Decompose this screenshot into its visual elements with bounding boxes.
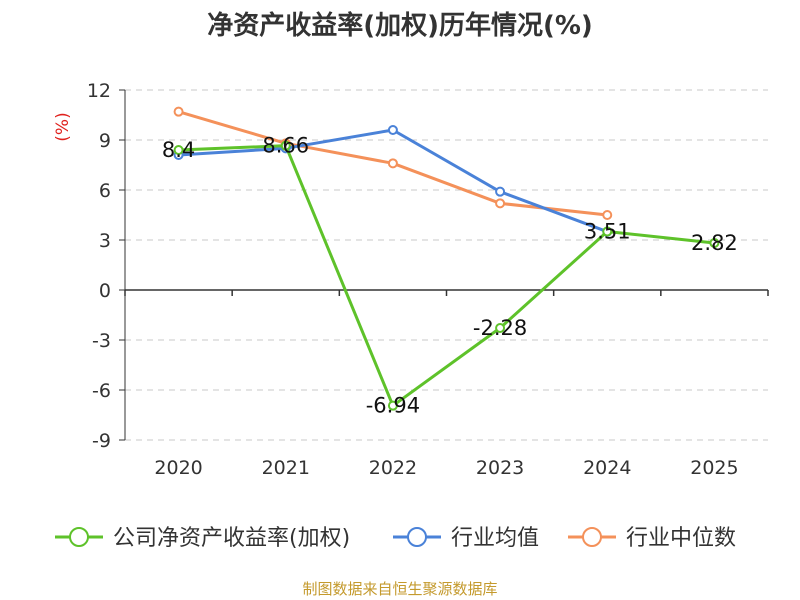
data-label: 8.4: [162, 138, 195, 162]
y-tick-label: 0: [99, 280, 111, 302]
data-point[interactable]: [495, 198, 506, 209]
data-point[interactable]: [602, 210, 613, 220]
data-label: -6.94: [366, 394, 420, 418]
x-tick-label: 2021: [262, 457, 310, 479]
data-point[interactable]: [495, 186, 506, 197]
legend-label: 行业均值: [451, 526, 539, 551]
data-point[interactable]: [709, 238, 720, 248]
legend[interactable]: 公司净资产收益率(加权) 行业均值 行业中位数: [55, 526, 736, 551]
y-tick-label: -9: [92, 430, 111, 452]
x-tick-label: 2024: [583, 457, 631, 479]
legend-item[interactable]: 行业中位数: [568, 526, 736, 551]
legend-swatch-marker: [69, 527, 89, 547]
chart-title: 净资产收益率(加权)历年情况(%): [207, 10, 593, 41]
data-point[interactable]: [387, 158, 398, 169]
legend-swatch-marker: [407, 527, 427, 547]
legend-swatch-marker: [582, 527, 602, 547]
x-tick-label: 2023: [476, 457, 524, 479]
legend-item[interactable]: 公司净资产收益率(加权): [55, 526, 350, 551]
source-note: 制图数据来自恒生聚源数据库: [302, 580, 497, 598]
y-tick-label: 12: [87, 80, 111, 102]
x-tick-label: 2025: [690, 457, 738, 479]
data-label: 3.51: [584, 220, 631, 244]
y-tick-label: -3: [92, 330, 111, 352]
y-tick-label: 9: [99, 130, 111, 152]
legend-item[interactable]: 行业均值: [393, 526, 539, 551]
data-point[interactable]: [495, 323, 506, 333]
y-tick-label: 6: [99, 180, 111, 202]
legend-label: 公司净资产收益率(加权): [113, 526, 350, 551]
data-labels: 8.4 8.66 -6.94 -2.28 3.51 2.82: [162, 134, 738, 418]
series-line: [178, 144, 715, 408]
data-point[interactable]: [173, 145, 184, 155]
y-tick-label: -6: [92, 380, 111, 402]
data-point[interactable]: [173, 106, 184, 117]
data-point[interactable]: [602, 226, 613, 237]
legend-label: 行业中位数: [626, 526, 736, 551]
data-point[interactable]: [387, 400, 398, 411]
series-line: [178, 128, 608, 234]
grid-lines: [125, 89, 768, 441]
data-point[interactable]: [280, 140, 291, 151]
data-label: 2.82: [691, 231, 738, 255]
axes: 12 9 6 3 0 -3 -6 -9 2020 2021 2022 2023 2024 2025: [87, 80, 769, 479]
y-tick-label: 3: [99, 230, 111, 252]
data-label: 8.66: [262, 134, 309, 158]
data-label: -2.28: [473, 316, 527, 340]
y-axis-label: (%): [53, 112, 73, 141]
x-tick-label: 2020: [154, 457, 202, 479]
x-tick-label: 2022: [369, 457, 417, 479]
data-point[interactable]: [387, 125, 398, 135]
series-lines: [173, 106, 720, 411]
